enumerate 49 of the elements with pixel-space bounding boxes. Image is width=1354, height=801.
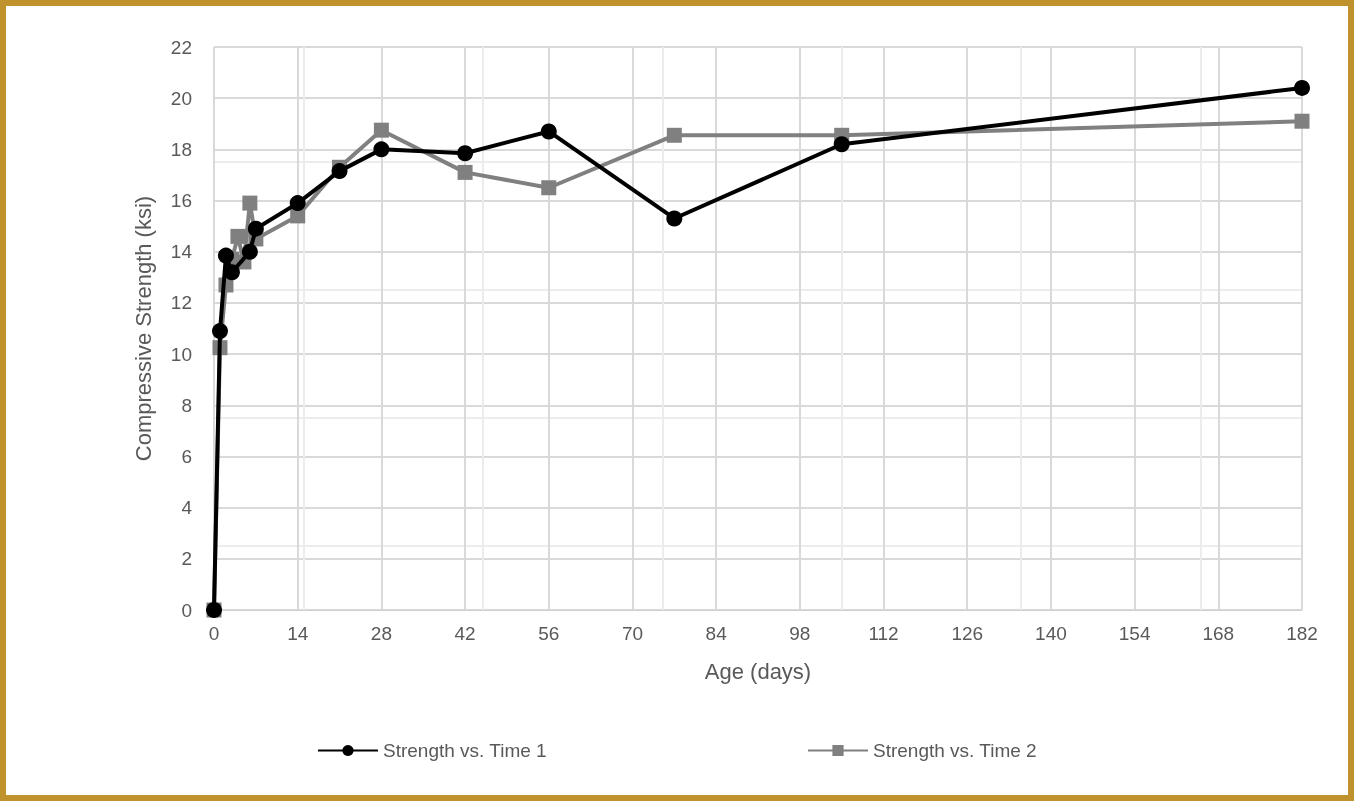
point — [457, 145, 474, 162]
point — [457, 164, 473, 180]
x-tick-label: 182 — [1286, 623, 1318, 644]
y-tick-label: 6 — [181, 445, 192, 467]
x-tick-label: 42 — [454, 623, 476, 644]
y-tick-label: 14 — [170, 241, 193, 263]
legend-label: Strength vs. Time 2 — [873, 740, 1037, 761]
point — [1294, 113, 1310, 129]
x-tick-label: 140 — [1035, 623, 1067, 644]
x-tick-label: 0 — [208, 623, 220, 644]
point — [1294, 79, 1310, 96]
x-tick-label: 98 — [789, 623, 811, 644]
point — [241, 243, 258, 260]
point — [211, 323, 228, 340]
point — [373, 122, 389, 138]
y-tick-label: 4 — [181, 497, 193, 519]
y-tick-label: 20 — [170, 87, 192, 109]
x-axis-title: Age (days) — [704, 658, 812, 684]
point — [540, 123, 557, 140]
x-tick-label: 56 — [538, 623, 560, 644]
y-tick-label: 0 — [181, 599, 192, 621]
x-tick-label: 14 — [287, 623, 309, 644]
point — [242, 195, 258, 211]
point — [833, 136, 850, 153]
point — [217, 247, 234, 264]
x-tick-label: 168 — [1202, 623, 1235, 644]
x-tick-label: 28 — [370, 623, 392, 644]
point — [289, 195, 306, 212]
y-tick-label: 18 — [170, 138, 192, 160]
x-tick-label: 154 — [1118, 623, 1151, 644]
y-tick-label: 8 — [181, 394, 192, 416]
x-tick-label: 84 — [705, 623, 728, 644]
y-axis-title: Compressive Strength (ksi) — [130, 195, 156, 462]
point — [230, 228, 246, 244]
point — [666, 210, 683, 227]
x-tick-label: 112 — [868, 623, 899, 644]
legend-label: Strength vs. Time 1 — [382, 740, 547, 761]
point — [331, 163, 348, 180]
y-tick-label: 2 — [181, 548, 192, 570]
point — [666, 127, 682, 143]
point — [247, 220, 264, 237]
y-tick-label: 10 — [170, 343, 192, 365]
y-tick-label: 12 — [170, 292, 192, 314]
x-tick-label: 126 — [951, 623, 984, 644]
point — [373, 141, 390, 158]
point — [541, 180, 557, 196]
y-tick-label: 16 — [170, 190, 192, 212]
x-tick-label: 70 — [621, 623, 644, 644]
y-tick-label: 22 — [170, 36, 192, 58]
